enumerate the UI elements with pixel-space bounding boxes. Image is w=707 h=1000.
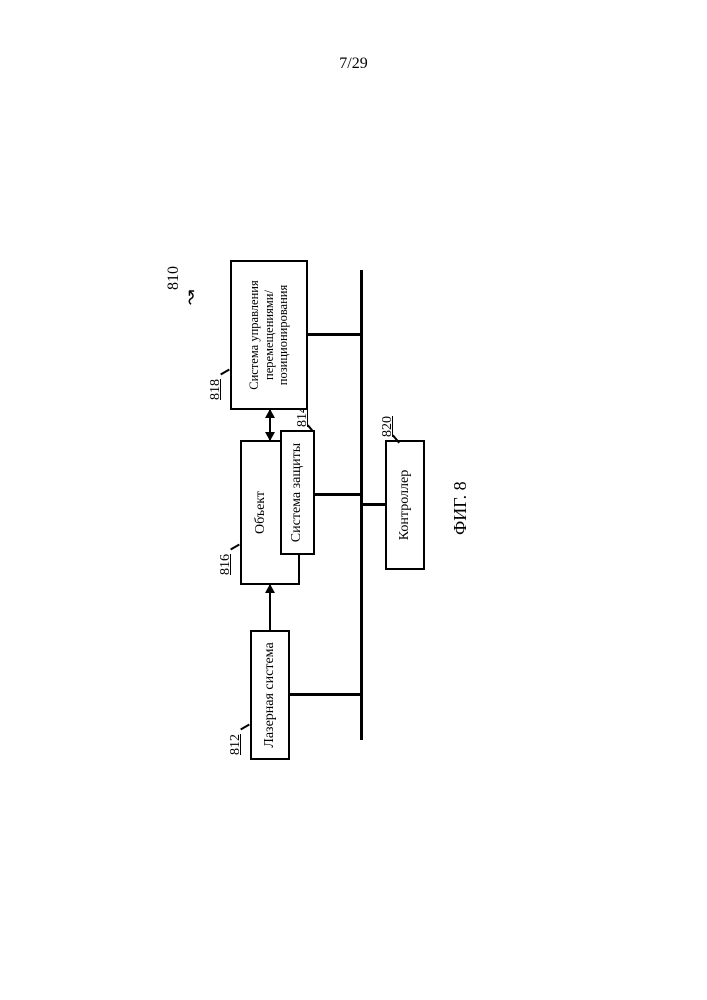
motion-control-label: Система управления перемещениями/ позици… — [247, 266, 290, 404]
laser-system-ref: 812 — [228, 734, 244, 755]
system-ref-arrow-icon: ↜ — [180, 290, 201, 305]
controller-label: Контроллер — [397, 470, 413, 540]
laser-ref-tick-icon — [240, 724, 250, 731]
stub-protection — [315, 493, 362, 496]
system-ref-810: 810 — [165, 266, 183, 290]
laser-system-label: Лазерная система — [262, 642, 278, 747]
protection-system-label: Система защиты — [289, 443, 305, 542]
motion-control-box: Система управления перемещениями/ позици… — [230, 260, 308, 410]
stub-motion — [308, 333, 362, 336]
figure-label: ФИГ. 8 — [450, 481, 471, 535]
block-diagram: 810 ↜ Лазерная система 812 Объект 816 Си… — [200, 240, 500, 760]
motion-control-ref: 818 — [208, 379, 224, 400]
page-number: 7/29 — [0, 55, 707, 73]
laser-system-box: Лазерная система — [250, 630, 290, 760]
object-label: Объект — [253, 491, 269, 534]
object-ref: 816 — [218, 554, 234, 575]
protection-system-box: Система защиты — [280, 430, 315, 555]
stub-controller — [360, 503, 387, 506]
controller-box: Контроллер — [385, 440, 425, 570]
diagram-rotated-container: 810 ↜ Лазерная система 812 Объект 816 Си… — [200, 240, 500, 760]
motion-ref-tick-icon — [220, 369, 230, 376]
object-ref-tick-icon — [230, 544, 240, 551]
stub-laser — [290, 693, 362, 696]
arrow-object-motion — [269, 410, 271, 440]
arrow-laser-to-object — [269, 585, 271, 630]
